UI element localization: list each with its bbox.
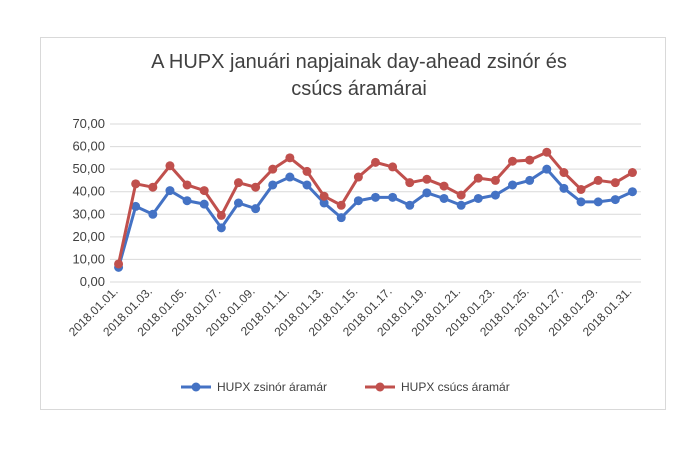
data-point bbox=[131, 201, 141, 211]
data-point bbox=[542, 164, 552, 174]
series-line bbox=[117, 167, 634, 269]
data-point bbox=[422, 174, 432, 184]
data-point bbox=[593, 197, 603, 207]
data-point bbox=[199, 199, 209, 209]
data-point bbox=[388, 162, 398, 172]
data-point bbox=[456, 200, 466, 210]
line-chart: A HUPX januári napjainak day-ahead zsinó… bbox=[66, 51, 641, 394]
data-point bbox=[165, 161, 175, 171]
data-point bbox=[371, 157, 380, 167]
data-point bbox=[610, 178, 620, 188]
data-point bbox=[473, 173, 483, 183]
data-point bbox=[268, 180, 278, 190]
y-tick-label: 50,00 bbox=[72, 161, 105, 176]
data-point bbox=[233, 198, 243, 208]
data-point bbox=[508, 180, 518, 190]
data-point bbox=[114, 259, 124, 269]
data-point bbox=[165, 186, 175, 196]
data-point bbox=[148, 182, 158, 192]
data-point bbox=[285, 153, 295, 163]
data-point bbox=[353, 196, 363, 206]
data-point bbox=[490, 175, 500, 185]
legend-item: HUPX zsinór áramár bbox=[181, 380, 327, 394]
data-point bbox=[302, 166, 312, 176]
data-point bbox=[336, 213, 346, 223]
chart-title-line-2: csúcs áramárai bbox=[291, 78, 427, 100]
data-point bbox=[251, 182, 261, 192]
data-point bbox=[371, 192, 380, 202]
data-point bbox=[388, 192, 398, 202]
data-point bbox=[268, 164, 278, 174]
data-point bbox=[456, 190, 466, 200]
y-tick-label: 40,00 bbox=[72, 184, 105, 199]
y-axis-ticks: 0,00 10,00 20,00 30,00 40,00 50,00 60,00 70,00 bbox=[72, 116, 105, 289]
data-point bbox=[559, 168, 569, 178]
data-point bbox=[319, 191, 329, 201]
data-point bbox=[336, 200, 346, 210]
y-tick-label: 0,00 bbox=[80, 274, 105, 289]
data-point bbox=[610, 195, 620, 205]
data-point bbox=[199, 186, 209, 196]
data-point bbox=[508, 156, 518, 166]
data-point bbox=[576, 184, 586, 194]
data-point bbox=[251, 204, 261, 214]
data-point bbox=[353, 172, 363, 182]
y-tick-label: 30,00 bbox=[72, 206, 105, 221]
data-point bbox=[490, 190, 500, 200]
legend-item: HUPX csúcs áramár bbox=[365, 380, 510, 394]
data-point bbox=[627, 168, 637, 178]
data-point bbox=[439, 193, 449, 203]
series-1 bbox=[114, 164, 637, 272]
y-tick-label: 60,00 bbox=[72, 139, 105, 154]
data-point bbox=[576, 197, 586, 207]
data-point bbox=[285, 172, 295, 182]
legend-swatch-marker bbox=[191, 382, 201, 392]
data-point bbox=[405, 178, 415, 188]
y-tick-label: 20,00 bbox=[72, 229, 105, 244]
data-point bbox=[559, 183, 569, 193]
data-point bbox=[131, 179, 141, 189]
data-point bbox=[439, 181, 449, 191]
data-point bbox=[405, 200, 415, 210]
chart-title-line-1: A HUPX januári napjainak day-ahead zsinó… bbox=[151, 51, 567, 73]
data-point bbox=[182, 180, 192, 190]
y-tick-label: 10,00 bbox=[72, 251, 105, 266]
data-point bbox=[233, 178, 243, 188]
data-point bbox=[216, 210, 226, 220]
data-point bbox=[525, 155, 535, 165]
series-group bbox=[114, 147, 637, 272]
data-point bbox=[302, 180, 312, 190]
data-point bbox=[422, 188, 432, 198]
data-point bbox=[319, 198, 329, 208]
legend-label: HUPX csúcs áramár bbox=[401, 380, 510, 394]
gridlines bbox=[110, 123, 641, 283]
series-2 bbox=[114, 147, 637, 269]
data-point bbox=[148, 209, 158, 219]
legend-swatch-marker bbox=[375, 382, 385, 392]
data-point bbox=[473, 193, 483, 203]
data-point bbox=[627, 187, 637, 197]
data-point bbox=[525, 175, 535, 185]
y-tick-label: 70,00 bbox=[72, 116, 105, 131]
data-point bbox=[542, 147, 552, 157]
data-point bbox=[593, 175, 603, 185]
data-point bbox=[216, 223, 226, 233]
legend-label: HUPX zsinór áramár bbox=[217, 380, 327, 394]
chart-frame: A HUPX januári napjainak day-ahead zsinó… bbox=[40, 37, 666, 410]
legend: HUPX zsinór áramár HUPX csúcs áramár bbox=[181, 380, 510, 394]
data-point bbox=[182, 196, 192, 206]
x-axis-ticks: 2018.01.01.2018.01.03.2018.01.05.2018.01… bbox=[66, 284, 635, 339]
